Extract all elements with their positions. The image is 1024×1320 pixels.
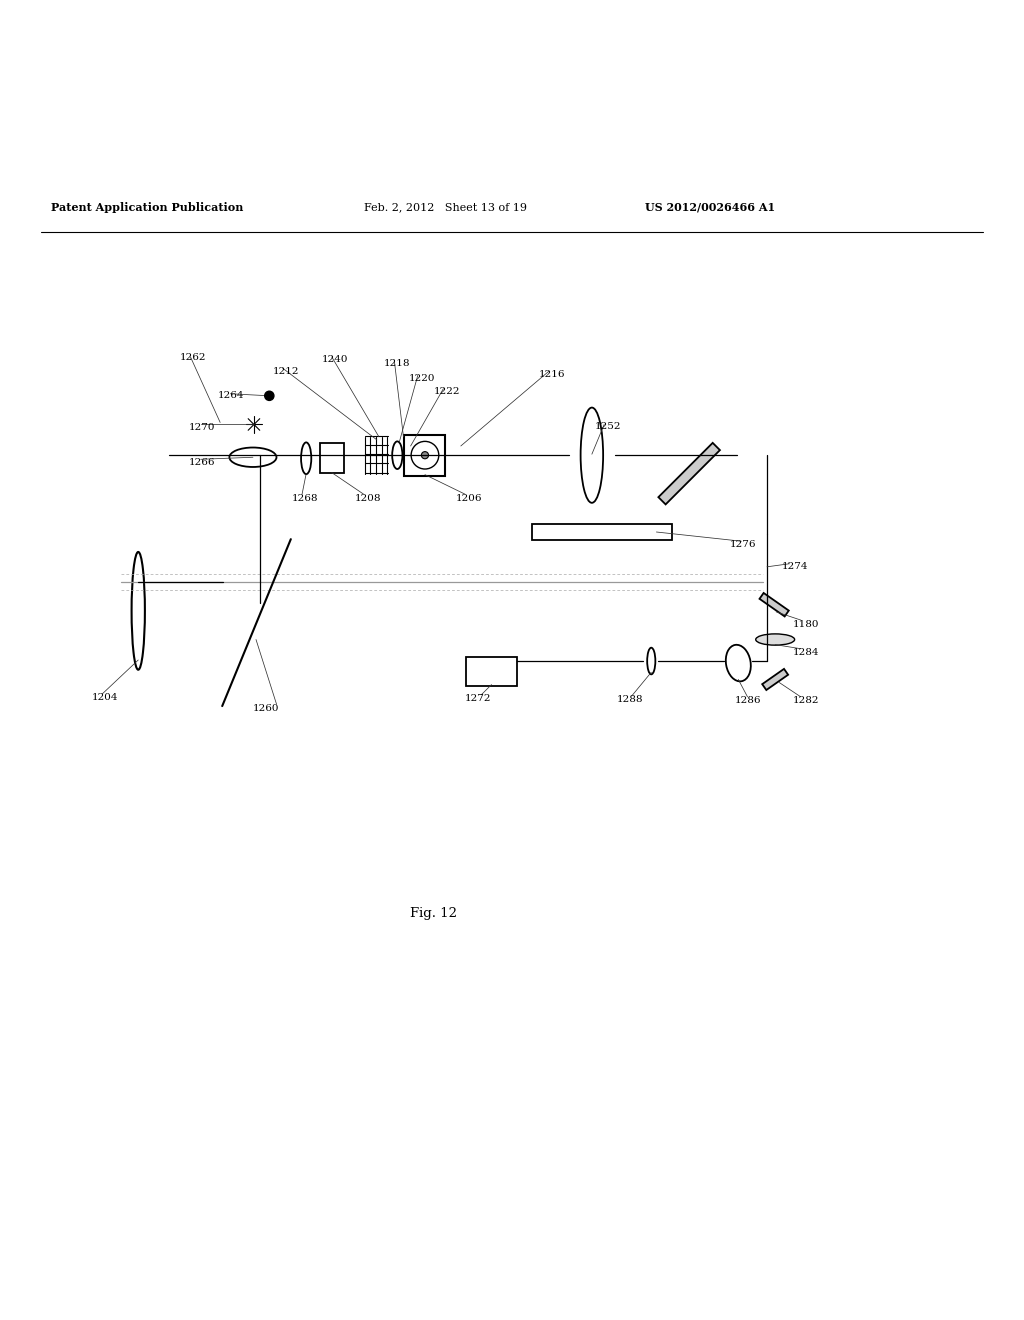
- Text: 1260: 1260: [253, 704, 280, 713]
- Text: 1268: 1268: [292, 494, 318, 503]
- Text: 1216: 1216: [539, 370, 565, 379]
- Ellipse shape: [422, 451, 428, 459]
- Text: 1284: 1284: [793, 648, 819, 657]
- Ellipse shape: [726, 644, 751, 681]
- Text: 1282: 1282: [793, 697, 819, 705]
- Ellipse shape: [301, 442, 311, 474]
- Text: Fig. 12: Fig. 12: [410, 907, 457, 920]
- Bar: [532, 524, 672, 540]
- Bar: [404, 434, 445, 475]
- Ellipse shape: [756, 634, 795, 645]
- Text: 1288: 1288: [616, 696, 643, 705]
- Bar: [762, 669, 788, 690]
- Ellipse shape: [131, 552, 145, 669]
- Text: 1220: 1220: [409, 374, 435, 383]
- Text: Feb. 2, 2012   Sheet 13 of 19: Feb. 2, 2012 Sheet 13 of 19: [364, 202, 526, 213]
- Text: 1270: 1270: [188, 422, 215, 432]
- Ellipse shape: [647, 648, 655, 675]
- Text: 1240: 1240: [322, 355, 348, 364]
- Text: 1274: 1274: [781, 562, 808, 572]
- Text: 1262: 1262: [180, 354, 207, 363]
- Text: 1276: 1276: [730, 540, 757, 549]
- Bar: [760, 593, 788, 616]
- Text: 1252: 1252: [595, 422, 622, 432]
- Text: 1208: 1208: [354, 494, 381, 503]
- Ellipse shape: [392, 441, 402, 469]
- Text: 1266: 1266: [188, 458, 215, 467]
- Text: Patent Application Publication: Patent Application Publication: [51, 202, 244, 213]
- Bar: [466, 657, 517, 685]
- Text: 1222: 1222: [434, 387, 461, 396]
- Ellipse shape: [411, 441, 438, 469]
- Ellipse shape: [229, 447, 276, 467]
- Text: US 2012/0026466 A1: US 2012/0026466 A1: [645, 202, 775, 213]
- Bar: [319, 444, 344, 473]
- Text: 1264: 1264: [218, 391, 245, 400]
- Text: 1204: 1204: [92, 693, 119, 702]
- Text: 1206: 1206: [456, 494, 482, 503]
- Text: 1218: 1218: [384, 359, 411, 367]
- Text: 1286: 1286: [735, 697, 762, 705]
- Text: 1272: 1272: [465, 694, 492, 704]
- Text: 1180: 1180: [793, 619, 819, 628]
- Circle shape: [264, 391, 274, 400]
- Text: 1212: 1212: [272, 367, 299, 376]
- Bar: [658, 442, 720, 504]
- Ellipse shape: [581, 408, 603, 503]
